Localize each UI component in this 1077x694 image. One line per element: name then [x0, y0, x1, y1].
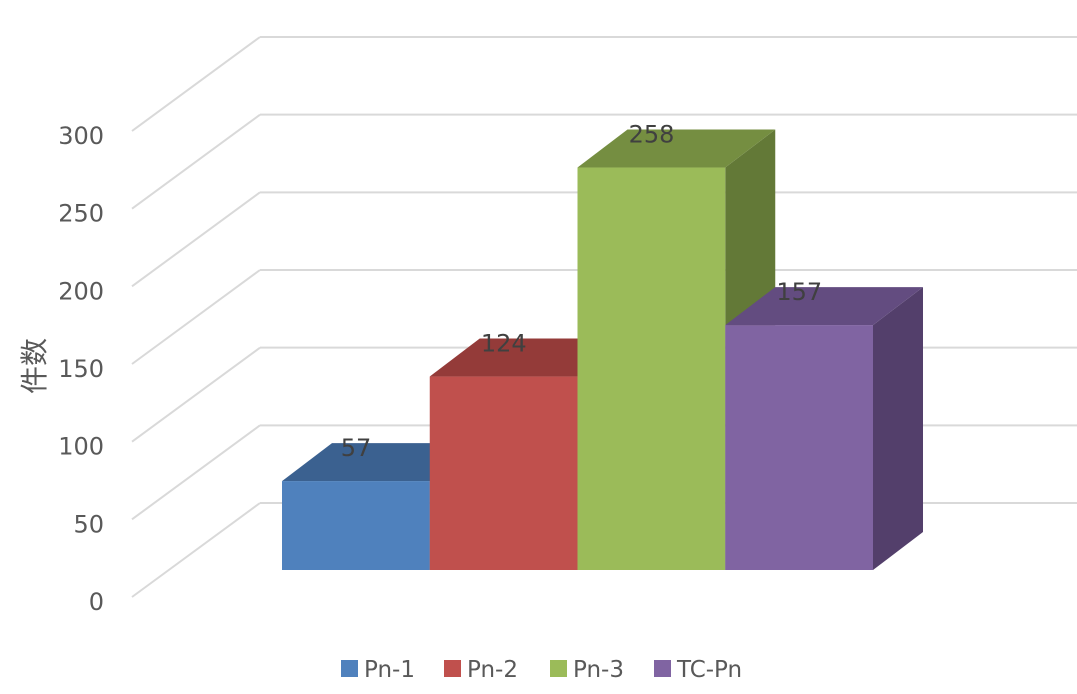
- bar-front: [725, 325, 873, 570]
- legend: Pn-1 Pn-2 Pn-3 TC-Pn: [341, 657, 742, 683]
- legend-item-Pn-2: Pn-2: [444, 657, 518, 683]
- legend-swatch: [654, 660, 671, 677]
- legend-item-TC-Pn: TC-Pn: [654, 657, 742, 683]
- bar-top: [725, 287, 923, 326]
- data-label: 57: [341, 434, 372, 462]
- gridline-diagonal: [131, 424, 261, 521]
- y-tick-label: 300: [58, 122, 104, 150]
- y-tick-label: 200: [58, 277, 104, 305]
- bar-side: [873, 287, 923, 570]
- y-tick-label: 50: [73, 510, 104, 538]
- y-axis-label: 件数: [18, 338, 51, 394]
- legend-swatch: [550, 660, 567, 677]
- y-axis-ticks: 0 50 100 150 200 250 300: [58, 122, 104, 616]
- data-label: 124: [481, 330, 527, 358]
- legend-label: TC-Pn: [676, 657, 742, 683]
- legend-label: Pn-3: [573, 657, 624, 683]
- gridline-diagonal: [131, 113, 261, 210]
- gridline-diagonal: [131, 36, 261, 132]
- legend-label: Pn-2: [467, 657, 518, 683]
- legend-swatch: [444, 660, 461, 677]
- y-tick-label: 250: [58, 200, 104, 228]
- legend-item-Pn-3: Pn-3: [550, 657, 624, 683]
- data-labels: 57 124 258 157: [341, 121, 822, 463]
- gridline-diagonal: [131, 346, 261, 443]
- y-tick-label: 150: [58, 355, 104, 383]
- legend-label: Pn-1: [364, 657, 415, 683]
- gridline-diagonal: [131, 191, 261, 288]
- bars: [282, 129, 923, 570]
- gridline-diagonal: [131, 502, 261, 598]
- data-label: 258: [629, 121, 675, 149]
- bar-front: [429, 376, 578, 570]
- data-label: 157: [776, 278, 822, 306]
- bar-front: [282, 481, 430, 570]
- bar-front: [577, 167, 726, 570]
- y-tick-label: 100: [58, 433, 104, 461]
- legend-swatch: [341, 660, 358, 677]
- bar-TC-Pn: [725, 287, 923, 570]
- gridline-diagonal: [131, 269, 261, 365]
- legend-item-Pn-1: Pn-1: [341, 657, 415, 683]
- y-tick-label: 0: [89, 588, 104, 616]
- bar-top: [577, 129, 776, 168]
